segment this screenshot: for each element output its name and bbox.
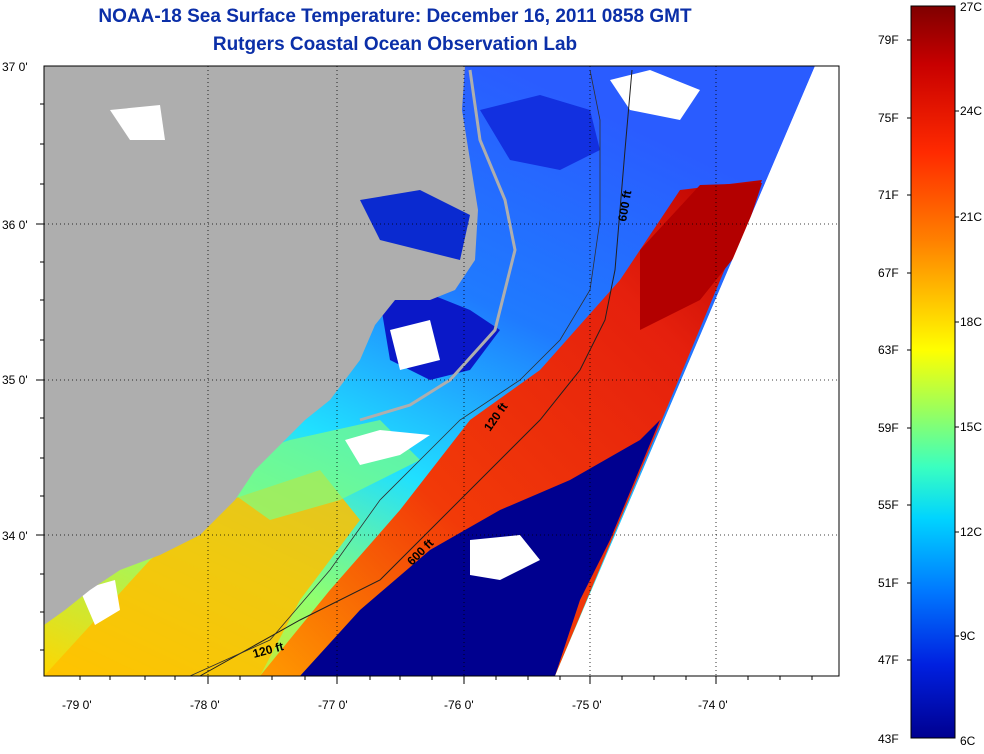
colorbar-c-18: 18C bbox=[960, 315, 983, 329]
colorbar-f-79: 79F bbox=[878, 33, 899, 47]
colorbar bbox=[910, 5, 956, 739]
pamlico-sound-water bbox=[360, 190, 470, 260]
lat-label-36: 36 0' bbox=[2, 218, 28, 232]
isobath-120ft bbox=[189, 69, 601, 677]
no-data-region bbox=[555, 66, 839, 676]
colorbar-f-55: 55F bbox=[878, 498, 899, 512]
cloud-gap-3 bbox=[610, 70, 700, 120]
colorbar-c-12: 12C bbox=[960, 525, 983, 539]
colorbar-c-27: 27C bbox=[960, 0, 983, 14]
shelf-warm-band bbox=[44, 470, 360, 676]
gulf-stream-warm bbox=[260, 180, 762, 676]
colorbar-f-43: 43F bbox=[878, 732, 899, 746]
colorbar-c-6: 6C bbox=[960, 734, 976, 748]
lon-label-75: -75 0' bbox=[572, 698, 602, 712]
colorbar-f-51: 51F bbox=[878, 576, 899, 590]
isobath-600ft bbox=[199, 69, 633, 677]
axis-ticks bbox=[36, 103, 813, 684]
inland-lake-white bbox=[110, 105, 165, 140]
lat-label-34: 34 0' bbox=[2, 529, 28, 543]
lat-label-37: 37 0' bbox=[2, 60, 28, 74]
colorbar-c-24: 24C bbox=[960, 104, 983, 118]
cloud-gap-1 bbox=[345, 430, 430, 465]
lon-label-76: -76 0' bbox=[444, 698, 474, 712]
isobath-label-600ft-north: 600 ft bbox=[615, 189, 634, 222]
colorbar-c-9: 9C bbox=[960, 629, 976, 643]
colorbar-c-21: 21C bbox=[960, 210, 983, 224]
cloud-gap-5 bbox=[390, 320, 440, 370]
grid-lines bbox=[44, 66, 839, 676]
lon-label-78: -78 0' bbox=[190, 698, 220, 712]
colorbar-f-71: 71F bbox=[878, 188, 899, 202]
colorbar-f-63: 63F bbox=[878, 343, 899, 357]
cloud-gap-4 bbox=[80, 580, 120, 625]
cold-sound-patch bbox=[480, 95, 600, 170]
map-subtitle: Rutgers Coastal Ocean Observation Lab bbox=[212, 34, 578, 55]
cloud-gap-2 bbox=[470, 535, 540, 580]
map-title: NOAA-18 Sea Surface Temperature: Decembe… bbox=[98, 6, 692, 27]
lon-label-74: -74 0' bbox=[698, 698, 728, 712]
lat-label-35: 35 0' bbox=[2, 373, 28, 387]
colorbar-f-47: 47F bbox=[878, 653, 899, 667]
colorbar-f-75: 75F bbox=[878, 111, 899, 125]
colorbar-f-67: 67F bbox=[878, 266, 899, 280]
colorbar-c-15: 15C bbox=[960, 420, 983, 434]
colorbar-f-59: 59F bbox=[878, 421, 899, 435]
colorbar-ticks bbox=[907, 39, 959, 661]
lon-label-79: -79 0' bbox=[62, 698, 92, 712]
gulf-stream-core bbox=[640, 183, 762, 330]
outer-banks bbox=[359, 69, 517, 422]
lon-label-77: -77 0' bbox=[318, 698, 348, 712]
map-frame bbox=[43, 65, 840, 677]
